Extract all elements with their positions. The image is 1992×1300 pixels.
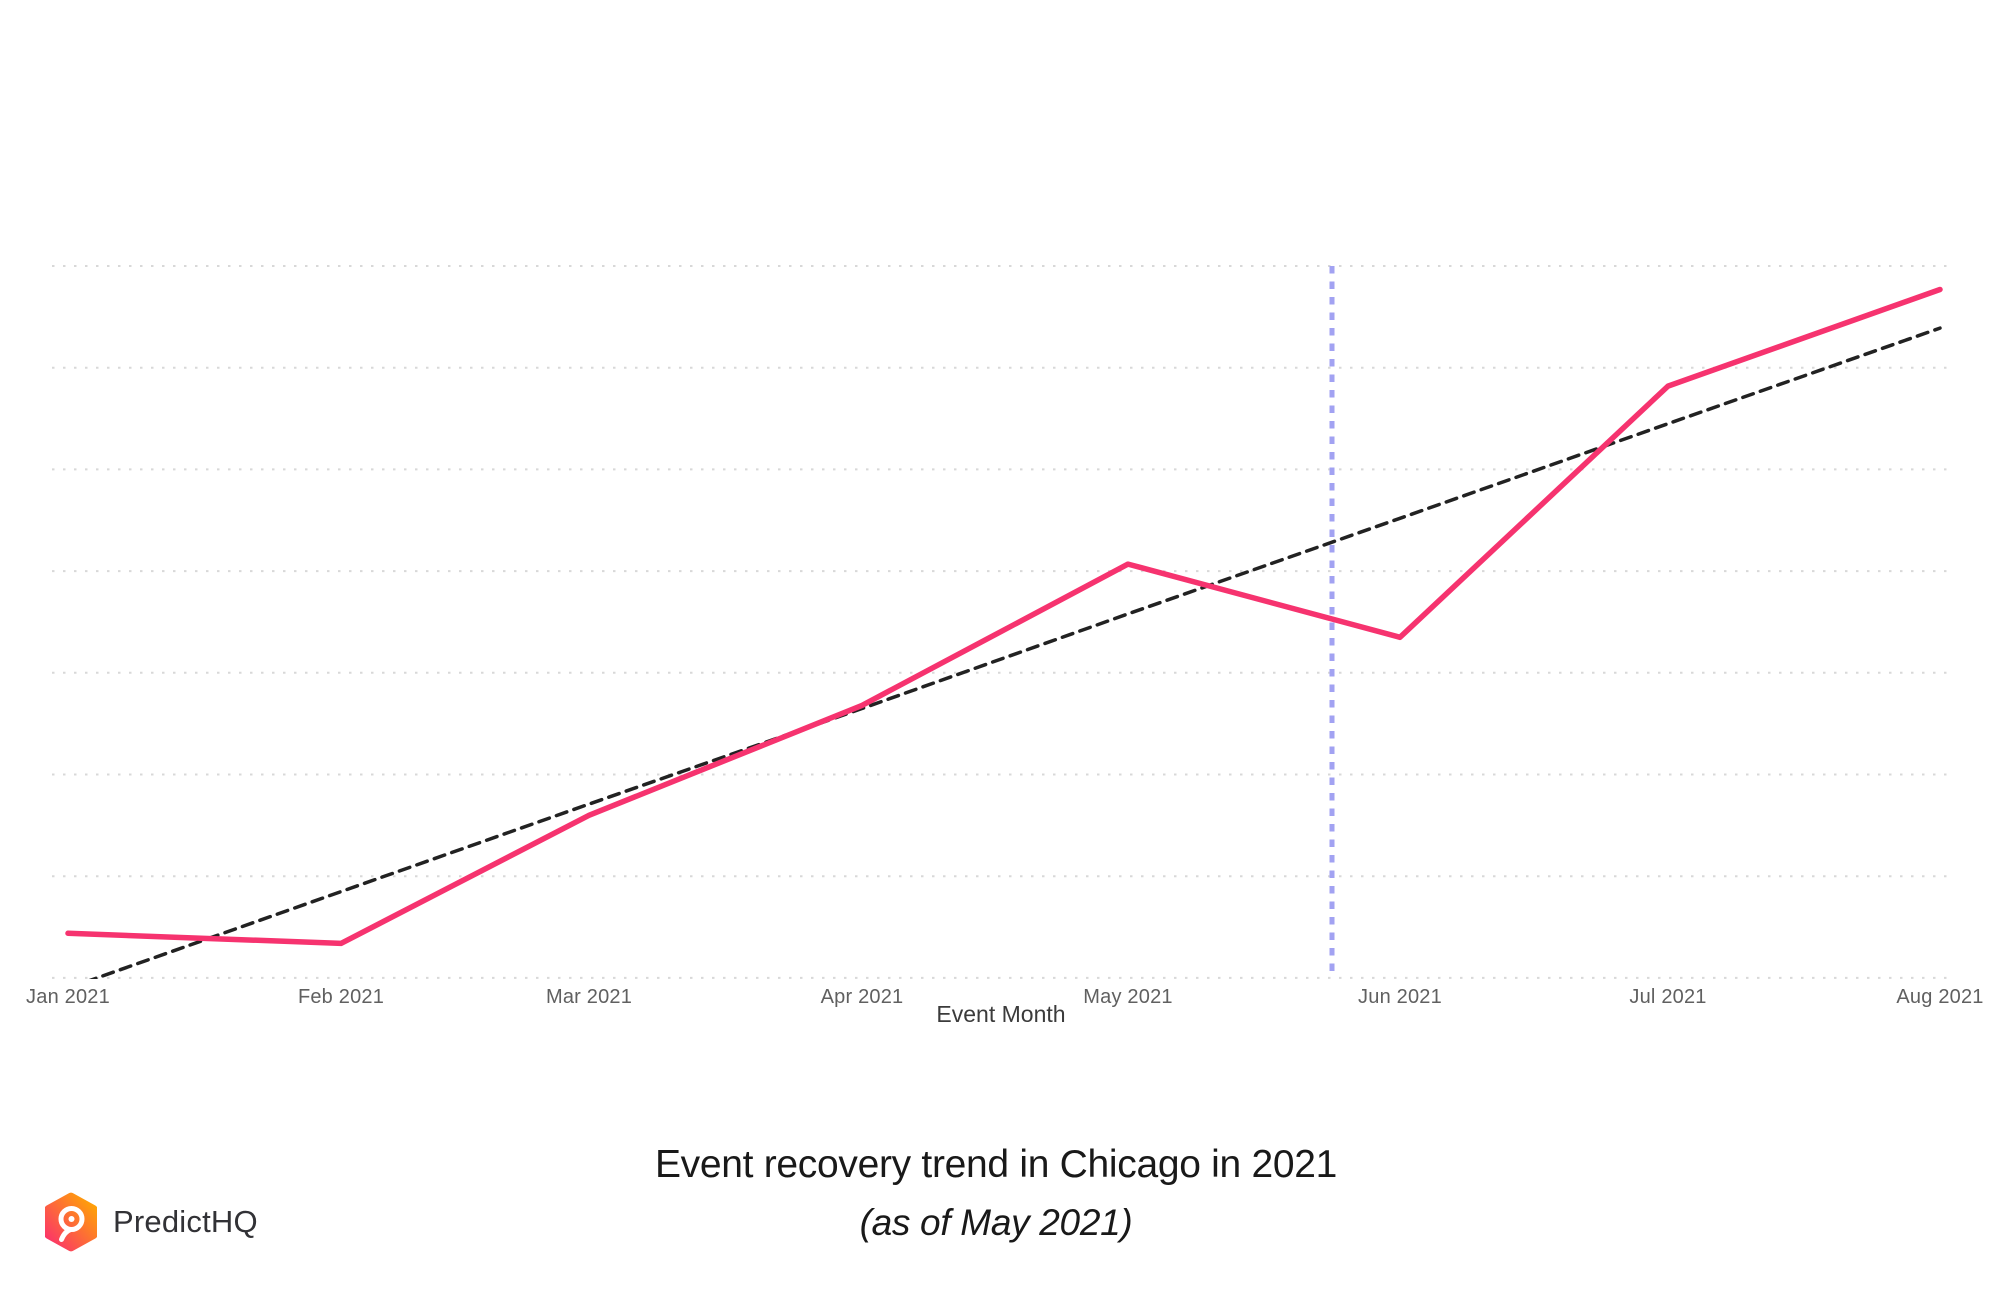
brand-footer: PredictHQ: [45, 1192, 258, 1252]
x-axis-title: Event Month: [936, 1001, 1066, 1027]
chart-title: Event recovery trend in Chicago in 2021: [654, 1143, 1338, 1186]
chart-subtitle: (as of May 2021): [859, 1202, 1133, 1243]
x-tick-label: Aug 2021: [1896, 986, 1984, 1008]
x-tick-label: Apr 2021: [820, 986, 904, 1008]
x-tick-label: Jul 2021: [1629, 986, 1707, 1008]
gridlines: [52, 265, 1950, 979]
x-tick-label: Mar 2021: [545, 986, 633, 1008]
x-tick-label: May 2021: [1083, 986, 1173, 1008]
brand-name: PredictHQ: [113, 1204, 258, 1239]
x-tick-label: Jun 2021: [1358, 986, 1442, 1008]
actual-line-series: [65, 286, 1943, 947]
predicthq-logo-icon: [45, 1192, 97, 1252]
trend-line-series: [88, 326, 1942, 979]
x-tick-label: Feb 2021: [297, 986, 385, 1008]
line-chart-canvas: [52, 265, 1950, 979]
x-tick-label: Jan 2021: [26, 986, 110, 1008]
